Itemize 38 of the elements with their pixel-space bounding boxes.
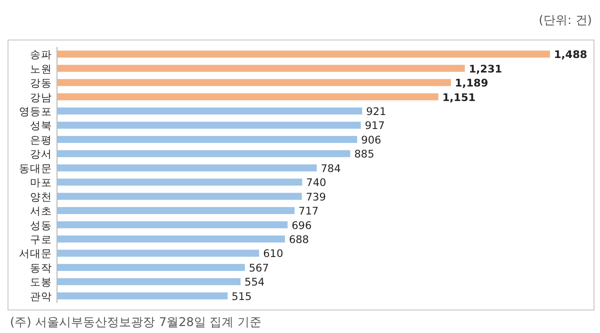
data-label: 1,151	[442, 92, 476, 104]
y-tick-label: 은평	[30, 134, 52, 146]
y-tick-label: 송파	[30, 49, 52, 62]
y-tick-label: 강서	[30, 148, 52, 161]
data-label: 885	[354, 148, 374, 161]
y-tick-label: 영등포	[19, 106, 52, 118]
data-label: 784	[320, 162, 342, 175]
y-tick-label: 동작	[30, 262, 52, 274]
y-tick-label: 성북	[30, 120, 52, 132]
y-tick-label: 관악	[30, 290, 52, 303]
y-tick-label: 강동	[30, 78, 52, 90]
y-tick-label: 성동	[30, 220, 52, 232]
y-tick-label: 강남	[30, 92, 52, 104]
data-label: 1,189	[454, 78, 488, 90]
data-label: 1,231	[468, 63, 502, 76]
data-label: 739	[306, 191, 326, 204]
note: (주) 서울시부동산정보광장 7월28일 집계 기준	[10, 315, 262, 329]
data-label: 610	[263, 248, 284, 260]
y-tick-label: 도봉	[30, 276, 52, 289]
y-tick-label: 서초	[30, 206, 52, 218]
data-label: 696	[292, 220, 312, 232]
data-label: 554	[244, 276, 265, 289]
data-label: 906	[361, 134, 382, 146]
data-label: 740	[306, 177, 326, 190]
data-label: 917	[364, 120, 385, 132]
y-tick-label: 노원	[30, 63, 52, 76]
y-tick-label: 양천	[30, 191, 52, 204]
data-label: 921	[366, 106, 386, 118]
y-tick-label: 구로	[30, 234, 52, 246]
y-tick-label: 동대문	[19, 162, 52, 175]
data-label: 567	[248, 262, 269, 274]
y-tick-label: 마포	[30, 177, 52, 190]
data-label: 1,488	[554, 49, 588, 62]
data-label: 688	[288, 234, 309, 246]
data-label: 515	[232, 290, 252, 303]
data-label: 717	[298, 206, 319, 218]
y-tick-label: 서대문	[19, 248, 52, 260]
unit: (단위: 건)	[538, 13, 592, 27]
